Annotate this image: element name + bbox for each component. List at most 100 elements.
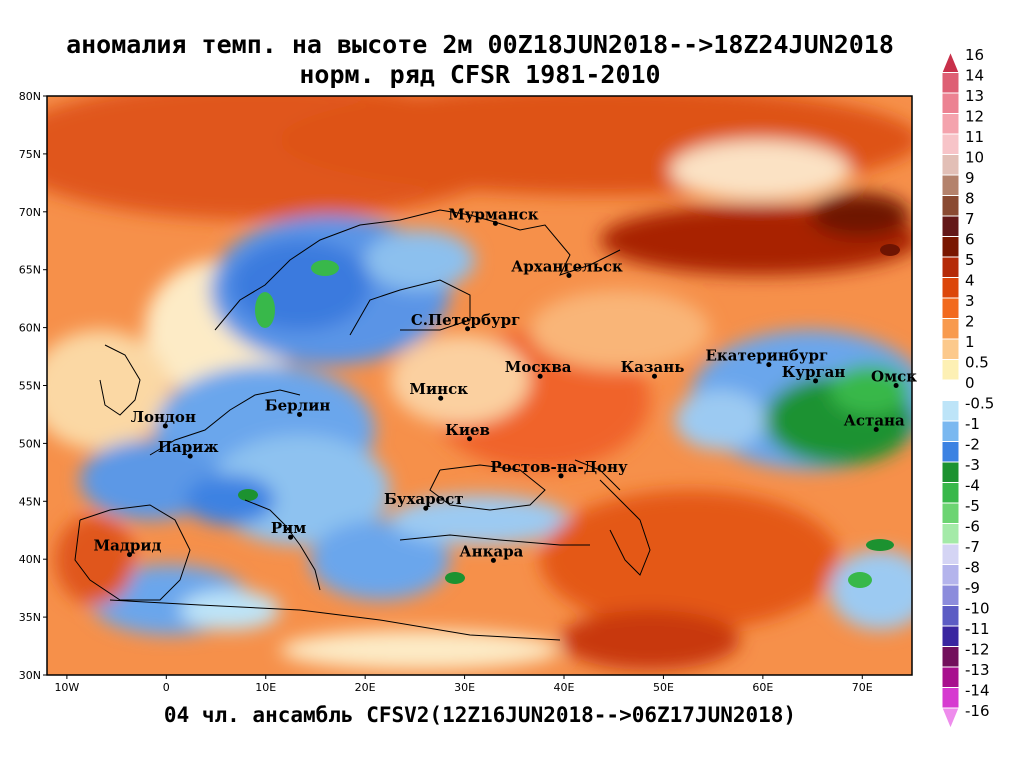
city-marker: [873, 427, 879, 433]
lat-tick-label: 75N: [19, 148, 41, 161]
lon-tick-label: 10E: [255, 681, 276, 694]
legend-level-label: 9: [965, 169, 975, 187]
city-marker: [297, 411, 303, 417]
legend-swatch: [941, 174, 960, 196]
city-marker: [893, 383, 899, 388]
city-marker: [423, 505, 429, 511]
city-label: Киев: [445, 421, 490, 439]
map-title: аномалия темп. на высоте 2м 00Z18JUN2018…: [66, 30, 894, 59]
legend-swatch: [941, 502, 960, 524]
city-label: Ростов-на-Дону: [490, 458, 628, 476]
legend-level-label: 11: [965, 128, 984, 146]
legend-swatch: [941, 646, 960, 668]
legend-level-label: -3: [965, 456, 980, 474]
city-label: Лондон: [131, 408, 196, 426]
city-labels: Мурманск Архангельск С.Петербург Москва Каза…: [94, 205, 917, 563]
city-label: Берлин: [265, 396, 331, 414]
city-label: Архангельск: [511, 257, 623, 275]
lon-tick-label: 50E: [653, 681, 674, 694]
legend-level-label: 6: [965, 231, 975, 249]
legend-swatch: [941, 195, 960, 217]
city-marker: [162, 423, 168, 429]
legend-level-label: -11: [965, 620, 990, 638]
city-marker: [127, 552, 133, 558]
legend-swatch: [941, 256, 960, 278]
legend-level-label: 5: [965, 251, 975, 269]
city-marker: [651, 373, 657, 379]
legend-swatch: [941, 318, 960, 340]
legend-level-label: 10: [965, 149, 984, 167]
legend-level-label: -2: [965, 436, 980, 454]
lat-tick-label: 40N: [19, 553, 41, 566]
legend-swatch: [941, 523, 960, 545]
legend-level-label: -6: [965, 518, 980, 536]
lat-tick-label: 30N: [19, 669, 41, 682]
legend-level-label: -0.5: [965, 395, 994, 413]
ensemble-footer: 04 чл. ансамбль CFSV2(12Z16JUN2018-->06Z…: [163, 703, 797, 727]
city-label: Париж: [158, 438, 219, 456]
legend-swatch: [941, 72, 960, 94]
latitude-axis: 30N 35N 40N 45N 50N 55N 60N 65N 70N 75N 80N: [19, 90, 47, 682]
city-marker: [566, 272, 572, 278]
lat-tick-label: 70N: [19, 206, 41, 219]
legend-swatch: [941, 461, 960, 483]
legend-swatch: [941, 564, 960, 586]
legend-level-label: -5: [965, 497, 980, 515]
city-label: Курган: [782, 363, 846, 381]
city-label: Мадрид: [94, 537, 162, 555]
legend-level-label: -13: [965, 661, 990, 679]
legend-swatch: [941, 359, 960, 381]
legend-level-label: -7: [965, 538, 980, 556]
lat-tick-label: 65N: [19, 264, 41, 277]
legend-swatch: [941, 605, 960, 627]
legend-level-label: 4: [965, 272, 975, 290]
legend-level-label: 14: [965, 67, 984, 85]
city-label: Рим: [271, 519, 306, 537]
legend-swatch: [941, 707, 960, 730]
city-marker: [537, 373, 543, 379]
legend-swatch: [941, 584, 960, 606]
city-marker: [490, 557, 496, 563]
city-label: Минск: [409, 380, 468, 398]
legend-level-label: 13: [965, 87, 984, 105]
legend-level-label: 1: [965, 333, 975, 351]
legend-swatch: [941, 277, 960, 299]
legend-level-label: 2: [965, 313, 975, 331]
city-marker: [766, 362, 772, 368]
legend-swatch: [941, 420, 960, 442]
lat-tick-label: 45N: [19, 495, 41, 508]
lat-tick-label: 35N: [19, 611, 41, 624]
lon-tick-label: 10W: [54, 681, 79, 694]
legend-level-label: -8: [965, 559, 980, 577]
legend-level-label: -1: [965, 415, 980, 433]
legend-swatch: [941, 482, 960, 504]
legend-level-label: 0: [965, 374, 975, 392]
legend-swatch: [941, 666, 960, 688]
lon-tick-label: 60E: [752, 681, 773, 694]
legend-level-label: -4: [965, 477, 980, 495]
city-label: Омск: [871, 368, 917, 386]
color-legend: 16 14 13 12 11 10 9 8 7 6 5 4 3 2 1 0.5 0 -0.5 -1 -2 -3 -4 -5 -…: [941, 46, 994, 730]
legend-level-label: -9: [965, 579, 980, 597]
legend-level-label: 12: [965, 108, 984, 126]
legend-level-label: 16: [965, 46, 984, 64]
city-label: Мурманск: [448, 205, 539, 223]
legend-swatch: [941, 625, 960, 647]
city-label: Бухарест: [384, 490, 464, 508]
legend-level-label: -12: [965, 641, 990, 659]
longitude-axis: 10W 0 10E 20E 30E 40E 50E 60E 70E: [54, 675, 873, 694]
legend-swatch: [941, 441, 960, 463]
city-label: Екатеринбург: [705, 347, 828, 365]
legend-level-label: -10: [965, 600, 990, 618]
legend-level-label: -14: [965, 682, 990, 700]
lon-tick-label: 70E: [852, 681, 873, 694]
legend-level-label: 7: [965, 210, 975, 228]
legend-swatch: [941, 236, 960, 258]
lon-tick-label: 30E: [454, 681, 475, 694]
anomaly-field: [47, 96, 912, 675]
legend-swatch: [941, 338, 960, 360]
lat-tick-label: 50N: [19, 437, 41, 450]
city-marker: [438, 395, 444, 401]
city-marker: [465, 326, 471, 332]
